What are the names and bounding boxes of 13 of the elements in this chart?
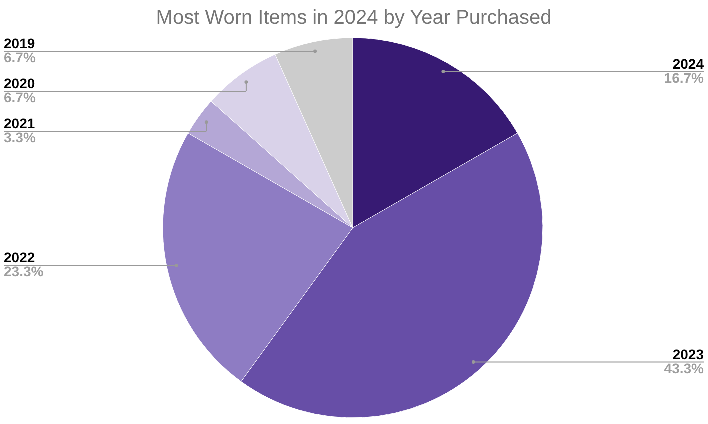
data-label: 23.3%: [4, 264, 44, 280]
slice-label: 2020: [4, 75, 36, 92]
data-label: 3.3%: [4, 129, 36, 146]
chart-title: Most Worn Items in 2024 by Year Purchased: [156, 7, 552, 29]
slice-label: 2021: [4, 115, 36, 132]
data-label: 43.3%: [664, 360, 705, 376]
data-label: 16.7%: [664, 70, 705, 86]
slice-label: 2022: [4, 250, 36, 266]
data-label: 6.7%: [4, 89, 36, 106]
slice-label: 2023: [672, 346, 704, 362]
slice-label: 2019: [4, 35, 36, 52]
slice-label: 2024: [672, 56, 704, 72]
data-label: 6.7%: [4, 49, 36, 66]
